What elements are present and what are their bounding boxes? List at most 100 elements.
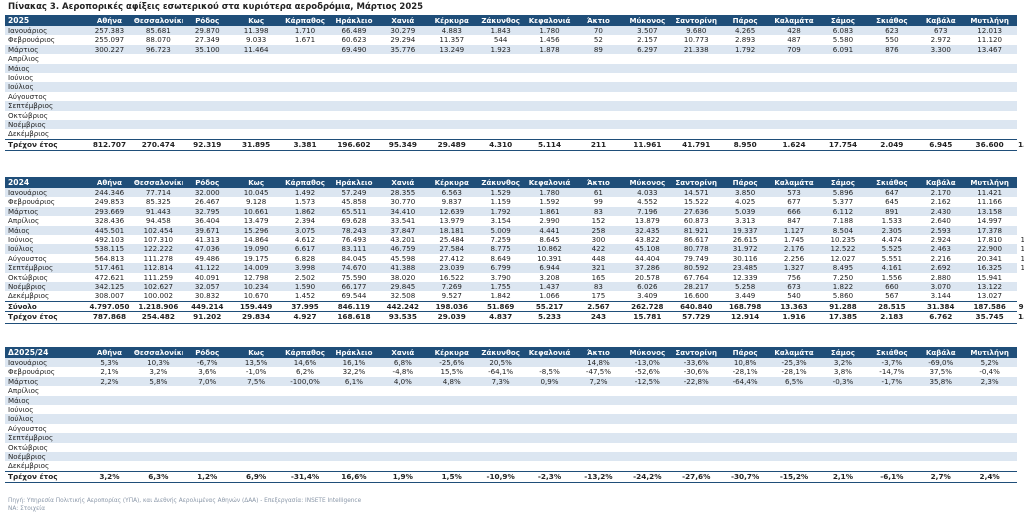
table-cell: 647 xyxy=(885,188,899,197)
total-cell: 36.600 xyxy=(975,139,1004,149)
table-cell: 29.845 xyxy=(390,281,416,291)
table-cell: 9.033 xyxy=(245,35,267,45)
table-cell: 67.764 xyxy=(683,272,709,282)
table-cell: 257.383 xyxy=(94,26,125,35)
table-cell: 3.850 xyxy=(734,188,756,197)
table-cell: 1.792 xyxy=(490,206,511,216)
table-cell: 61 xyxy=(593,188,603,197)
footnote: ΝΑ: Στοιχεία xyxy=(8,506,46,512)
table-cell: 77.714 xyxy=(145,188,171,197)
table-row: Δεκέμβριος 308.007 100.002 30.832 10.670 1.45… xyxy=(5,291,1024,300)
table-cell: 111.259 xyxy=(143,272,173,282)
table-row: Ιούνιος xyxy=(5,73,1017,82)
column-header: Κέρκυρα xyxy=(434,16,469,25)
total-cell: 3,2% xyxy=(99,471,120,481)
table-cell: 5,8% xyxy=(149,376,168,386)
total-cell: 51.869 xyxy=(486,301,515,311)
row-label: Δεκέμβριος xyxy=(8,461,50,471)
column-header: Σύνολο xyxy=(1014,15,1024,26)
table-cell: 86.617 xyxy=(683,234,709,244)
total-cell: 2,4% xyxy=(979,471,1000,481)
table-cell: 2.394 xyxy=(294,216,316,226)
table-cell: 89 xyxy=(593,44,603,54)
table-cell: 32.000 xyxy=(194,188,220,197)
table-cell: 1.843 xyxy=(490,26,511,35)
row-label: Νοέμβριος xyxy=(8,451,46,461)
total-row: Τρέχον έτος 812.707 270.474 92.319 31.895 3.3… xyxy=(5,138,1024,152)
table-cell: 27.636 xyxy=(683,206,709,216)
table-cell: 472.621 xyxy=(94,272,125,282)
table-cell: 102.627 xyxy=(143,281,173,291)
table-cell: 10.234 xyxy=(243,281,269,291)
table-cell: 6.799 xyxy=(490,263,511,273)
table-cell: 2.157 xyxy=(637,35,658,45)
table-cell: 2.692 xyxy=(930,263,951,273)
column-header: Σύνολο xyxy=(1014,347,1024,358)
row-label: Ιούλιος xyxy=(8,82,34,92)
table-cell: 1.533 xyxy=(881,216,902,226)
table-cell: 122.222 xyxy=(143,244,173,254)
total-cell: 4.797.050 xyxy=(89,301,130,311)
table-cell: 6.112 xyxy=(832,206,854,216)
table-cell: 29.870 xyxy=(194,26,220,35)
column-header: Θεσσαλονίκη xyxy=(133,348,183,357)
total-cell: 4.927 xyxy=(293,312,317,322)
table-cell: 3.154 xyxy=(490,216,511,226)
table-cell: 544 xyxy=(493,35,508,45)
table-row: Αύγουστος xyxy=(5,92,1017,101)
table-cell: 84.045 xyxy=(341,253,367,263)
total-cell: 8.950 xyxy=(733,139,757,149)
row-label: Σύνολο xyxy=(8,301,37,311)
table-cell: 13.979 xyxy=(439,216,465,226)
table-cell: 13.479 xyxy=(243,216,269,226)
table-cell: 7.188 xyxy=(832,216,854,226)
total-cell: 92.319 xyxy=(193,139,222,149)
table-row: Ιούνιος xyxy=(5,405,1017,414)
total-cell: -15,2% xyxy=(779,471,809,481)
table-cell: 1.592 xyxy=(539,197,560,207)
table-cell: 445.501 xyxy=(94,225,125,235)
column-header: Σκιάθος xyxy=(876,178,908,187)
table-cell: 3.075 xyxy=(294,225,316,235)
table-cell: 6.944 xyxy=(539,263,560,273)
column-header: Ηράκλειο xyxy=(335,348,373,357)
table-cell: 4.883 xyxy=(441,26,462,35)
column-header: Αθήνα xyxy=(96,16,122,25)
total-cell: 16,6% xyxy=(341,471,367,481)
table-cell: 6,2% xyxy=(296,367,315,377)
table-cell: 3.208 xyxy=(539,272,560,282)
table-cell: 83 xyxy=(593,281,603,291)
total-cell: -6,1% xyxy=(880,471,904,481)
row-label: Απρίλιος xyxy=(8,54,40,64)
row-label: Νοέμβριος xyxy=(8,281,46,291)
table-cell: 300 xyxy=(591,234,606,244)
total-cell: 1.916 xyxy=(782,312,806,322)
table-cell: 342.125 xyxy=(94,281,125,291)
table-cell xyxy=(525,358,574,367)
table-row: Απρίλιος xyxy=(5,386,1017,395)
table-cell: 30.279 xyxy=(390,26,416,35)
table-cell: 1.127 xyxy=(783,225,805,235)
table-cell: -52,6% xyxy=(634,367,660,377)
table-cell: -64,4% xyxy=(732,376,758,386)
table-cell: 703.885 xyxy=(1014,216,1024,225)
column-header: Άκτιο xyxy=(587,16,610,25)
table-cell: -33,6% xyxy=(683,358,709,367)
column-header: Σαντορίνη xyxy=(675,178,718,187)
column-header: Σάμος xyxy=(830,16,855,25)
table-cell: -64,1% xyxy=(488,367,514,377)
table-cell: 60.623 xyxy=(341,35,367,45)
table-cell: 249.853 xyxy=(94,197,125,207)
total-cell: 9.683.166 xyxy=(1018,301,1024,311)
table-cell: 1.710 xyxy=(294,26,316,35)
table-cell: 1.456 xyxy=(539,35,560,45)
table-cell: 12.013 xyxy=(977,26,1003,35)
table-row: Δεκέμβριος xyxy=(5,129,1017,138)
table-cell: 2,1% xyxy=(100,367,119,377)
table-cell: 16,1% xyxy=(342,358,366,367)
total-cell: -31,4% xyxy=(290,471,320,481)
column-header: Αθήνα xyxy=(96,178,122,187)
total-cell: 787.868 xyxy=(92,312,127,322)
table-cell: 102.454 xyxy=(143,225,173,235)
table-header-row: 2025 Αθήνα Θεσσαλονίκη Ρόδος Κως Κάρπαθος Ηράκ… xyxy=(5,15,1017,26)
